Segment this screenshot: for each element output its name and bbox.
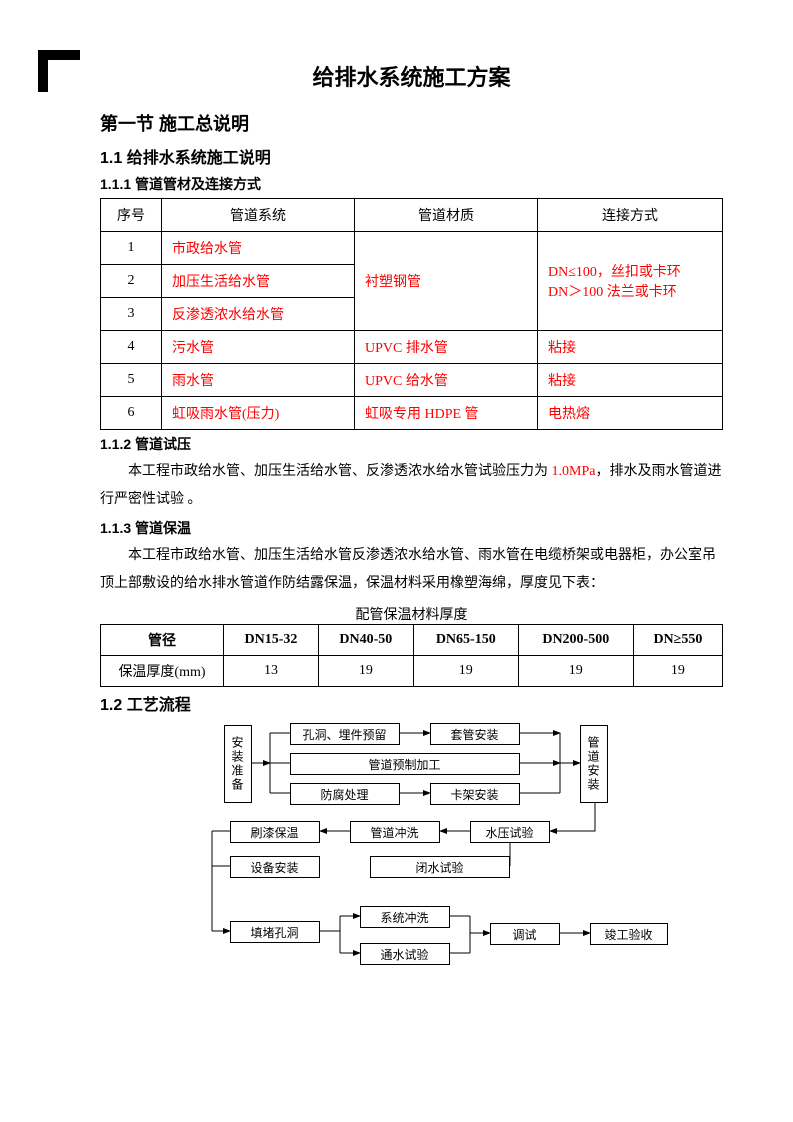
cell-system: 加压生活给水管 [162, 265, 355, 298]
cell-index: 6 [101, 397, 162, 430]
pressure-test-paragraph: 本工程市政给水管、加压生活给水管、反渗透浓水给水管试验压力为 1.0MPa，排水… [100, 458, 723, 514]
cell-index: 1 [101, 232, 162, 265]
table2-caption: 配管保温材料厚度 [100, 604, 723, 624]
cell-system: 市政给水管 [162, 232, 355, 265]
flow-box-sysflush: 系统冲洗 [360, 906, 450, 928]
flow-box-install: 管道安装 [580, 725, 608, 803]
section-1-1-3-heading: 1.1.3 管道保温 [100, 518, 723, 538]
pipe-material-table: 序号 管道系统 管道材质 连接方式 1 市政给水管 衬塑钢管 DN≤100，丝扣… [100, 198, 723, 430]
table-row: 1 市政给水管 衬塑钢管 DN≤100，丝扣或卡环 DN＞100 法兰或卡环 [101, 232, 723, 265]
conn-line2: DN＞100 法兰或卡环 [548, 281, 716, 301]
th-system: 管道系统 [162, 199, 355, 232]
th-index: 序号 [101, 199, 162, 232]
th-connection: 连接方式 [538, 199, 723, 232]
process-flowchart: 安装准备 孔洞、埋件预留 套管安装 管道预制加工 防腐处理 卡架安装 管道安装 … [152, 721, 672, 1001]
section-1-2-heading: 1.2 工艺流程 [100, 691, 723, 715]
cell-material-merged: 衬塑钢管 [355, 232, 538, 331]
cell-connection: 粘接 [538, 364, 723, 397]
flow-box-bracket: 卡架安装 [430, 783, 520, 805]
flow-box-prefab: 管道预制加工 [290, 753, 520, 775]
th-material: 管道材质 [355, 199, 538, 232]
section-1-1-2-heading: 1.1.2 管道试压 [100, 434, 723, 454]
flow-box-sleeve: 套管安装 [430, 723, 520, 745]
table-header-row: 序号 管道系统 管道材质 连接方式 [101, 199, 723, 232]
flow-box-flush: 管道冲洗 [350, 821, 440, 843]
section-1-1-1-heading: 1.1.1 管道管材及连接方式 [100, 174, 723, 194]
cell-index: 2 [101, 265, 162, 298]
table-header-row: 管径 DN15-32 DN40-50 DN65-150 DN200-500 DN… [101, 625, 723, 656]
flow-box-holes: 孔洞、埋件预留 [290, 723, 400, 745]
th-dn: DN15-32 [224, 625, 319, 656]
cell-system: 反渗透浓水给水管 [162, 298, 355, 331]
section-1-heading: 第一节 施工总说明 [100, 110, 723, 136]
conn-line1: DN≤100，丝扣或卡环 [548, 261, 716, 281]
para1-value: 1.0MPa [552, 464, 596, 479]
cell-system: 虹吸雨水管(压力) [162, 397, 355, 430]
cell-index: 3 [101, 298, 162, 331]
insulation-paragraph: 本工程市政给水管、加压生活给水管反渗透浓水给水管、雨水管在电缆桥架或电器柜，办公… [100, 542, 723, 598]
table-row: 5 雨水管 UPVC 给水管 粘接 [101, 364, 723, 397]
section-1-1-heading: 1.1 给排水系统施工说明 [100, 144, 723, 168]
cell-material: UPVC 排水管 [355, 331, 538, 364]
th-dn: DN≥550 [633, 625, 722, 656]
flow-box-prep: 安装准备 [224, 725, 252, 803]
document-page: 给排水系统施工方案 第一节 施工总说明 1.1 给排水系统施工说明 1.1.1 … [0, 0, 793, 1122]
cell-connection: 电热熔 [538, 397, 723, 430]
row-label: 保温厚度(mm) [101, 656, 224, 687]
cell-material: 虹吸专用 HDPE 管 [355, 397, 538, 430]
th-dn: DN200-500 [518, 625, 633, 656]
cell-index: 5 [101, 364, 162, 397]
cell-index: 4 [101, 331, 162, 364]
cell-value: 13 [224, 656, 319, 687]
flow-box-seal: 闭水试验 [370, 856, 510, 878]
insulation-thickness-table: 管径 DN15-32 DN40-50 DN65-150 DN200-500 DN… [100, 624, 723, 687]
cell-value: 19 [413, 656, 518, 687]
cell-value: 19 [318, 656, 413, 687]
table-row: 6 虹吸雨水管(压力) 虹吸专用 HDPE 管 电热熔 [101, 397, 723, 430]
th-diameter: 管径 [101, 625, 224, 656]
cell-value: 19 [518, 656, 633, 687]
document-title: 给排水系统施工方案 [100, 60, 723, 92]
flow-box-debug: 调试 [490, 923, 560, 945]
flow-box-paint: 刷漆保温 [230, 821, 320, 843]
flow-box-accept: 竣工验收 [590, 923, 668, 945]
flow-box-equip: 设备安装 [230, 856, 320, 878]
page-corner-decoration [38, 50, 80, 72]
cell-material: UPVC 给水管 [355, 364, 538, 397]
cell-connection-merged: DN≤100，丝扣或卡环 DN＞100 法兰或卡环 [538, 232, 723, 331]
cell-system: 雨水管 [162, 364, 355, 397]
th-dn: DN40-50 [318, 625, 413, 656]
flow-box-water: 水压试验 [470, 821, 550, 843]
flow-box-flowtest: 通水试验 [360, 943, 450, 965]
cell-value: 19 [633, 656, 722, 687]
cell-connection: 粘接 [538, 331, 723, 364]
flow-box-fill: 填堵孔洞 [230, 921, 320, 943]
flow-box-anticorr: 防腐处理 [290, 783, 400, 805]
th-dn: DN65-150 [413, 625, 518, 656]
para1-a: 本工程市政给水管、加压生活给水管、反渗透浓水给水管试验压力为 [128, 464, 552, 479]
cell-system: 污水管 [162, 331, 355, 364]
table-row: 4 污水管 UPVC 排水管 粘接 [101, 331, 723, 364]
table-row: 保温厚度(mm) 13 19 19 19 19 [101, 656, 723, 687]
